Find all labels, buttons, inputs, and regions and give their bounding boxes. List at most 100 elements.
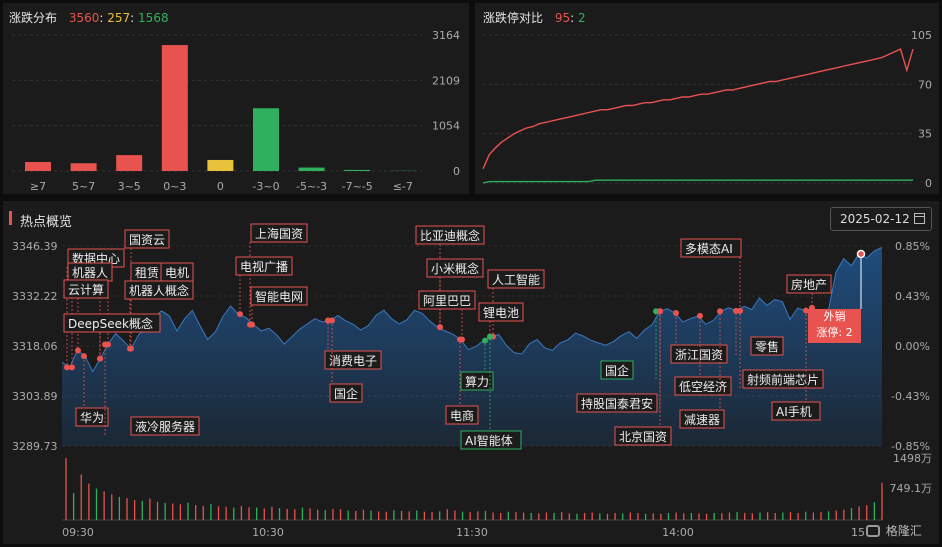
flat-count: 257 (107, 11, 131, 25)
concept-tag-box (63, 313, 161, 333)
limit-up-callout: 外销 涨停: 2 (808, 309, 861, 343)
dist-x-tick: -5~-3 (296, 180, 327, 193)
concept-tag: 国资云 (124, 229, 170, 249)
down-count: 1568 (138, 11, 169, 25)
limit-ratio-title-text: 涨跌停对比 (483, 11, 544, 25)
dist-bar (207, 159, 234, 171)
concept-tag-label: 机器人概念 (129, 283, 189, 298)
tag-dot (249, 321, 255, 328)
concept-tag-label: 国企 (334, 386, 358, 401)
dist-bar (116, 155, 143, 171)
concept-tag: 电视广播 (235, 256, 293, 276)
pct-y-tick: 0.43% (895, 290, 930, 303)
concept-tag: 机器人概念 (124, 280, 194, 300)
concept-tag-box (235, 256, 293, 276)
tag-dot (237, 311, 243, 318)
concept-tag: 小米概念 (426, 258, 484, 278)
ratio-y-tick: 0 (925, 177, 932, 190)
dist-x-tick: -7~-5 (342, 180, 373, 193)
concept-tag-label: AI智能体 (465, 433, 513, 448)
concept-tag: 国企 (600, 360, 634, 380)
concept-tag-label: 电视广播 (240, 259, 288, 274)
concept-tag-box (324, 350, 382, 370)
volume-tick: 1498万 (893, 452, 932, 465)
concept-tag-label: 云计算 (68, 282, 104, 297)
concept-tag-box (600, 360, 634, 380)
logo-icon (866, 525, 880, 537)
limit-down-count: 2 (578, 11, 586, 25)
concept-tag: 国企 (329, 383, 363, 403)
concept-tag-label: 算力 (465, 374, 489, 389)
dist-bar (298, 167, 325, 171)
concept-tag-label: AI手机 (776, 405, 812, 419)
concept-tag: 上海国资 (250, 223, 308, 243)
concept-tag-box (250, 223, 308, 243)
concept-tag-box (460, 430, 522, 450)
concept-tag-label: 机器人 (72, 266, 108, 280)
concept-tag-box (771, 401, 821, 421)
concept-tag: 减速器 (679, 409, 725, 429)
dist-x-tick: 0~3 (163, 180, 186, 193)
distribution-title-text: 涨跌分布 (9, 11, 58, 25)
concept-tag-box (460, 371, 494, 391)
price-y-tick: 3303.89 (12, 390, 58, 403)
concept-tag: 持股国泰君安 (576, 393, 658, 413)
concept-tag: 浙江国资 (670, 344, 728, 364)
tag-dot (717, 308, 723, 315)
concept-tag-box (742, 369, 824, 389)
ratio-y-tick: 70 (918, 78, 932, 91)
dist-x-tick: 5~7 (72, 180, 95, 193)
up-count: 3560 (68, 11, 100, 25)
callout-dot (856, 249, 866, 259)
dist-bar (161, 45, 188, 172)
date-text: 2025-02-12 (840, 212, 910, 226)
tag-dot (657, 308, 663, 315)
concept-tag-label: 低空经济 (679, 379, 727, 394)
concept-tag-label: 减速器 (684, 413, 720, 427)
time-x-tick: 10:30 (252, 526, 284, 539)
tag-dot (487, 333, 493, 340)
concept-tag: DeepSeek概念 (63, 313, 161, 333)
concept-tag-box (418, 290, 476, 310)
tag-dot (97, 355, 103, 362)
concept-tag-label: 消费电子 (329, 354, 377, 368)
concept-tag-box (487, 269, 545, 289)
concept-tag-label: DeepSeek概念 (68, 316, 153, 331)
concept-tag-label: 国资云 (129, 233, 165, 247)
dist-y-tick: 1054 (432, 120, 460, 133)
concept-tag-label: 北京国资 (619, 430, 667, 444)
dist-x-tick: ≥7 (30, 180, 46, 193)
separator: : (99, 11, 104, 25)
concept-tag-label: 上海国资 (255, 226, 303, 241)
dist-y-tick: 0 (453, 165, 460, 178)
concept-tag-box (130, 416, 200, 436)
concept-tag-label: 持股国泰君安 (581, 396, 653, 411)
price-y-tick: 3332.22 (12, 290, 58, 303)
date-picker[interactable]: 2025-02-12 (830, 207, 932, 231)
concept-tag-label: 小米概念 (431, 261, 479, 276)
distribution-title: 涨跌分布 3560: 257: 1568 (9, 9, 169, 26)
concept-tag-box (576, 393, 658, 413)
concept-tag: 电机 (160, 262, 194, 282)
concept-tag: AI智能体 (460, 430, 522, 450)
tag-dot (69, 364, 75, 371)
concept-tag: 电商 (445, 405, 479, 425)
ratio-y-tick: 35 (918, 128, 932, 141)
concept-tag: 消费电子 (324, 350, 382, 370)
hot-overview-title: 热点概览 (20, 215, 73, 230)
callout-limit-up: 涨停: 2 (816, 326, 853, 339)
concept-tag: 房地产 (786, 274, 832, 294)
concept-tag: 低空经济 (674, 376, 732, 396)
concept-tag-box (478, 302, 524, 322)
calendar-icon[interactable] (914, 213, 925, 224)
dist-x-tick: 0 (217, 180, 224, 193)
concept-tag-label: 液冷服务器 (135, 419, 195, 434)
concept-tag-box (124, 280, 194, 300)
callout-concept: 外销 (823, 310, 846, 323)
concept-tag: 租赁 (130, 262, 164, 282)
tag-dot (697, 312, 703, 319)
concept-tag: AI手机 (771, 401, 821, 421)
volume-tick: 749.1万 (890, 482, 933, 495)
concept-tag-label: 零售 (755, 339, 779, 354)
